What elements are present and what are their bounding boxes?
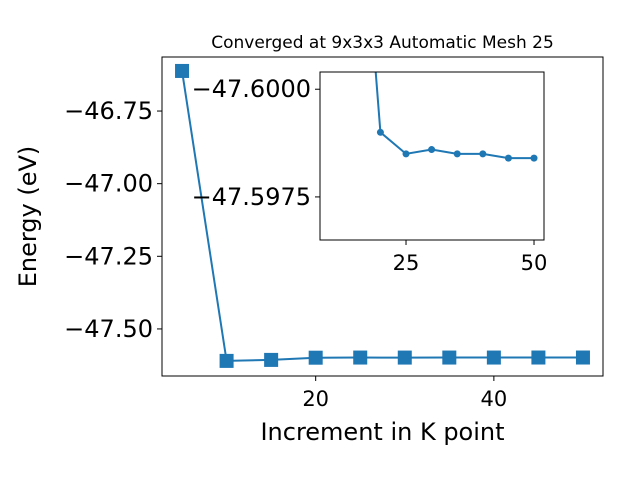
marker: [397, 350, 412, 365]
marker: [575, 350, 590, 365]
marker: [442, 350, 457, 365]
y-axis-label: Energy (eV): [14, 146, 42, 288]
marker: [308, 350, 323, 365]
y-tick-label: −46.75: [64, 97, 153, 125]
x-tick-label: 40: [480, 387, 507, 411]
marker: [264, 352, 279, 367]
y-tick-label: −47.50: [64, 315, 153, 343]
plot-area: [175, 63, 590, 368]
x-axis-label: Increment in K point: [260, 418, 504, 446]
data-line: [181, 70, 583, 362]
y-tick-label: −47.00: [64, 170, 153, 198]
marker: [376, 128, 384, 136]
marker: [486, 350, 501, 365]
marker: [530, 154, 538, 162]
axes-frame: [161, 56, 604, 377]
marker: [402, 150, 410, 158]
axes-frame: [319, 71, 545, 241]
chart-title: Converged at 9x3x3 Automatic Mesh 25: [211, 33, 554, 53]
marker: [504, 154, 512, 162]
y-tick-label: −47.5975: [192, 183, 311, 211]
y-tick-label: −47.25: [64, 242, 153, 270]
x-tick-label: 25: [393, 251, 420, 275]
marker: [428, 146, 436, 154]
marker: [219, 353, 234, 368]
marker: [531, 350, 546, 365]
x-tick-label: 50: [521, 251, 548, 275]
marker: [175, 63, 190, 78]
marker: [353, 350, 368, 365]
plot-area: [374, 72, 538, 162]
marker: [453, 150, 461, 158]
marker: [479, 150, 487, 158]
x-tick-label: 20: [302, 387, 329, 411]
y-tick-label: −47.6000: [192, 75, 311, 103]
